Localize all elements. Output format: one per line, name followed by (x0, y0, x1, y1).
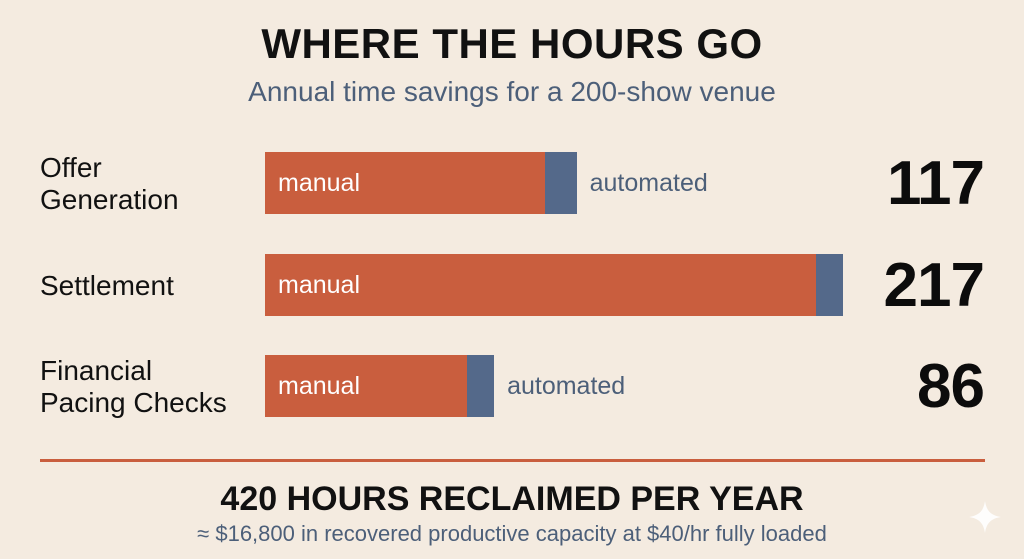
summary-note: ≈ $16,800 in recovered productive capaci… (197, 521, 827, 546)
automated-bar-label: automated (507, 371, 626, 400)
manual-bar: manual (265, 355, 468, 417)
summary-headline: 420 HOURS RECLAIMED PER YEAR (220, 480, 804, 518)
manual-bar: manual (265, 254, 817, 316)
bar-row: Offer Generation manual automated 117 (0, 149, 1024, 218)
row-total: 117 (886, 148, 985, 218)
sparkle-icon (969, 501, 1001, 533)
chart-title: WHERE THE HOURS GO (261, 20, 763, 67)
category-label: Financial Pacing Checks (40, 355, 227, 418)
manual-bar-label: manual (278, 168, 360, 197)
automated-bar (816, 254, 843, 316)
manual-bar-label: manual (278, 270, 360, 299)
automated-bar-label: automated (589, 168, 708, 197)
manual-bar-label: manual (278, 371, 360, 400)
bar-row: Financial Pacing Checks manual automated 86 (0, 352, 1024, 421)
category-label: Offer Generation (40, 152, 179, 215)
manual-bar: manual (265, 152, 545, 214)
bar-row: Settlement manual 217 (0, 251, 1024, 320)
category-label: Settlement (40, 270, 174, 301)
automated-bar (544, 152, 577, 214)
row-total: 217 (883, 250, 985, 320)
divider (40, 459, 985, 462)
row-total: 86 (917, 351, 985, 421)
chart-subtitle: Annual time savings for a 200-show venue (248, 76, 776, 107)
automated-bar (467, 355, 495, 417)
